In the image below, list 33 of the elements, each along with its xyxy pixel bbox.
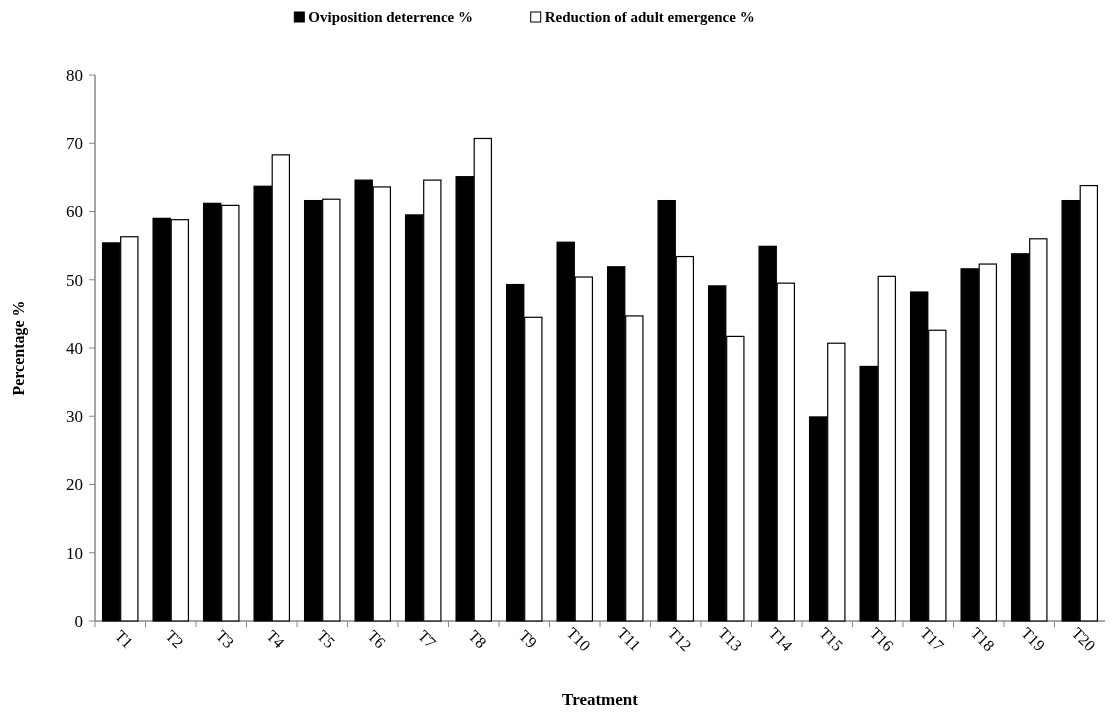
legend-label: Reduction of adult emergence % bbox=[544, 9, 755, 25]
x-tick-label: T2 bbox=[162, 626, 187, 652]
x-tick-label: T19 bbox=[1018, 623, 1049, 655]
y-tick-label: 80 bbox=[66, 65, 83, 85]
x-axis-title: Treatment bbox=[562, 690, 639, 709]
x-tick-label: T10 bbox=[563, 623, 594, 655]
y-tick-label: 50 bbox=[66, 270, 83, 290]
x-tick-label: T12 bbox=[664, 623, 695, 655]
x-tick-label: T9 bbox=[515, 626, 541, 652]
x-tick-label: T13 bbox=[715, 623, 746, 655]
x-tick-label: T4 bbox=[263, 626, 288, 652]
x-tick-label: T18 bbox=[967, 623, 998, 655]
x-tick-label: T7 bbox=[414, 626, 440, 652]
y-tick-label: 30 bbox=[66, 407, 83, 427]
legend-label: Oviposition deterrence % bbox=[308, 9, 473, 25]
y-tick-label: 10 bbox=[66, 543, 83, 563]
x-tick-label: T14 bbox=[765, 623, 796, 655]
x-tick-label: T8 bbox=[465, 626, 490, 652]
x-tick-label: T3 bbox=[212, 626, 238, 652]
x-tick-label: T11 bbox=[614, 624, 645, 655]
y-tick-label: 40 bbox=[66, 338, 83, 358]
y-tick-label: 60 bbox=[66, 202, 83, 222]
x-tick-label: T16 bbox=[866, 623, 897, 655]
y-tick-label: 0 bbox=[74, 611, 83, 631]
y-tick-label: 20 bbox=[66, 475, 83, 495]
y-tick-label: 70 bbox=[66, 134, 83, 154]
x-tick-label: T1 bbox=[111, 626, 137, 652]
x-tick-label: T6 bbox=[364, 626, 389, 652]
x-tick-label: T20 bbox=[1068, 623, 1099, 655]
x-tick-label: T5 bbox=[313, 626, 339, 652]
y-axis-title: Percentage % bbox=[10, 300, 28, 396]
x-tick-label: T15 bbox=[816, 623, 847, 655]
x-tick-label: T17 bbox=[917, 623, 948, 655]
